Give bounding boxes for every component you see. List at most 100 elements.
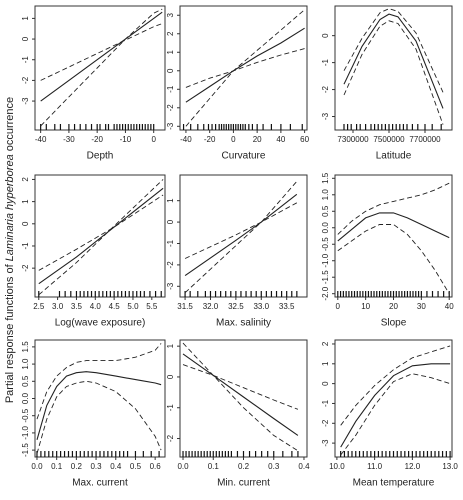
x-axis-title: Mean temperature	[353, 478, 435, 489]
y-tick-label: -1.0	[321, 253, 330, 267]
x-tick-label: 20	[389, 302, 398, 311]
y-tick-label: 0	[166, 219, 175, 224]
y-tick-label: -1	[321, 399, 330, 407]
x-tick-label: -20	[204, 135, 216, 144]
x-tick-label: -20	[91, 135, 103, 144]
y-tick-label: -2	[21, 76, 30, 84]
response-line	[182, 342, 299, 452]
x-tick-label: 11.0	[367, 462, 383, 471]
response-line	[340, 373, 451, 456]
x-tick-label: -30	[63, 135, 75, 144]
y-tick-label: 0	[321, 381, 330, 386]
x-tick-label: 0.6	[150, 462, 162, 471]
y-tick-label: -1	[321, 59, 330, 67]
x-tick-label: 7700000	[409, 135, 441, 144]
x-tick-label: 20	[253, 135, 262, 144]
x-tick-label: 60	[300, 135, 309, 144]
response-line	[40, 8, 163, 127]
x-tick-label: -10	[120, 135, 132, 144]
y-title-part: Laminaria hyperborea	[4, 154, 16, 261]
y-tick-label: 1.0	[21, 358, 30, 370]
y-tick-label: -1	[21, 56, 30, 64]
y-tick-label: -2	[166, 104, 175, 112]
y-tick-label: 0	[21, 36, 30, 41]
plot-frame	[34, 174, 166, 298]
response-line	[343, 8, 444, 93]
x-tick-label: 5.5	[146, 302, 158, 311]
response-line	[185, 48, 305, 88]
y-tick-label: -1.0	[21, 425, 30, 439]
response-line	[38, 194, 164, 271]
y-tick-label: -0.5	[321, 237, 330, 251]
y-tick-label: -3	[321, 439, 330, 447]
plot-frame	[179, 339, 308, 458]
response-line	[337, 182, 450, 235]
y-title-part: occurrence	[4, 97, 16, 154]
x-tick-label: 0	[151, 135, 156, 144]
y-tick-label: 1.0	[321, 189, 330, 201]
y-tick-label: 1	[21, 16, 30, 21]
y-tick-label: -3	[166, 282, 175, 290]
response-line	[185, 27, 305, 103]
x-axis-title: Latitude	[376, 151, 412, 162]
x-axis-title: Max. current	[72, 478, 128, 489]
x-tick-label: 4.0	[90, 302, 102, 311]
x-tick-label: 0.5	[130, 462, 142, 471]
x-tick-label: 3.5	[71, 302, 83, 311]
y-tick-label: 1	[21, 199, 30, 204]
response-line	[343, 20, 444, 125]
y-tick-label: 0	[21, 221, 30, 226]
y-tick-label: -3	[166, 122, 175, 130]
y-title-part: Partial response functions of	[4, 261, 16, 403]
x-tick-label: 0.2	[238, 462, 250, 471]
y-tick-label: 1	[166, 49, 175, 54]
y-tick-label: -2	[321, 419, 330, 427]
response-line	[343, 13, 444, 109]
y-tick-label: 0	[321, 33, 330, 38]
response-line	[40, 23, 163, 81]
x-tick-label: 0.2	[71, 462, 83, 471]
y-tick-label: -1	[166, 239, 175, 247]
y-tick-label: 0	[166, 68, 175, 73]
response-line	[38, 187, 164, 285]
y-tick-label: 3	[166, 12, 175, 17]
plot-frame	[334, 5, 453, 131]
x-tick-label: 7300000	[337, 135, 369, 144]
y-tick-label: -0.5	[21, 408, 30, 422]
x-tick-label: -40	[180, 135, 192, 144]
plot-frame	[334, 174, 453, 298]
response-line	[38, 179, 164, 296]
response-line	[337, 212, 450, 242]
x-tick-label: 0.3	[90, 462, 102, 471]
x-tick-label: 4.5	[109, 302, 121, 311]
x-tick-label: 2.5	[33, 302, 45, 311]
x-tick-label: 0.4	[298, 462, 310, 471]
y-tick-label: -2	[21, 264, 30, 272]
plot-frame	[179, 174, 308, 298]
x-axis-title: Slope	[381, 318, 407, 329]
x-tick-label: 3.0	[52, 302, 64, 311]
x-tick-label: 13.0	[442, 462, 458, 471]
y-tick-label: -2	[166, 261, 175, 269]
y-tick-label: -1.5	[21, 443, 30, 457]
response-line	[337, 224, 450, 294]
response-line	[36, 343, 162, 420]
x-axis-title: Max. salinity	[216, 318, 271, 329]
response-line	[182, 364, 299, 410]
x-tick-label: 0	[336, 302, 341, 311]
x-tick-label: 12.0	[405, 462, 421, 471]
y-tick-label: 1.5	[321, 172, 330, 184]
x-tick-label: 40	[445, 302, 454, 311]
response-line	[184, 193, 298, 277]
x-tick-label: 32.5	[228, 302, 244, 311]
x-tick-label: 33.5	[279, 302, 295, 311]
x-tick-label: 7500000	[373, 135, 405, 144]
x-tick-label: 10.0	[329, 462, 345, 471]
y-tick-label: -2.0	[321, 286, 330, 300]
y-tick-label: 2	[166, 31, 175, 36]
x-tick-label: 0.0	[31, 462, 43, 471]
x-axis-title: Min. current	[217, 478, 270, 489]
x-tick-label: 30	[417, 302, 426, 311]
x-tick-label: -40	[35, 135, 47, 144]
